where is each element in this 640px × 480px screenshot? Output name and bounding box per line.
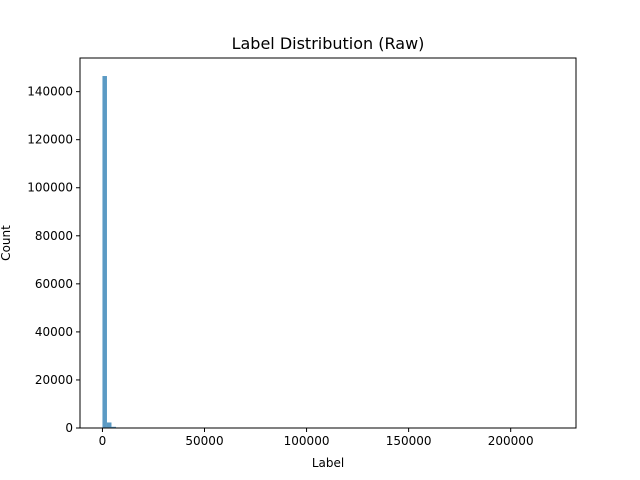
histogram-bars (102, 76, 121, 429)
histogram-bar (102, 76, 107, 429)
x-tick-label: 200000 (488, 434, 534, 448)
y-tick-label: 140000 (27, 85, 73, 99)
y-axis: 0 20000 40000 60000 80000 100000 120000 140000 (27, 85, 80, 435)
y-tick-label: 40000 (35, 325, 73, 339)
y-tick-label: 60000 (35, 277, 73, 291)
y-tick-label: 20000 (35, 373, 73, 387)
chart-title: Label Distribution (Raw) (232, 34, 425, 53)
histogram-bar (111, 426, 116, 428)
x-axis-label: Label (312, 456, 344, 470)
x-axis: 0 50000 100000 150000 200000 (99, 428, 534, 448)
y-tick-label: 120000 (27, 133, 73, 147)
y-tick-label: 0 (65, 421, 73, 435)
y-tick-label: 100000 (27, 181, 73, 195)
x-tick-label: 150000 (386, 434, 432, 448)
plot-frame (79, 57, 577, 429)
x-tick-label: 0 (99, 434, 107, 448)
y-tick-label: 80000 (35, 229, 73, 243)
y-axis-label: Count (0, 225, 13, 261)
histogram-bar (106, 422, 112, 428)
x-tick-label: 100000 (284, 434, 330, 448)
x-tick-label: 50000 (185, 434, 223, 448)
